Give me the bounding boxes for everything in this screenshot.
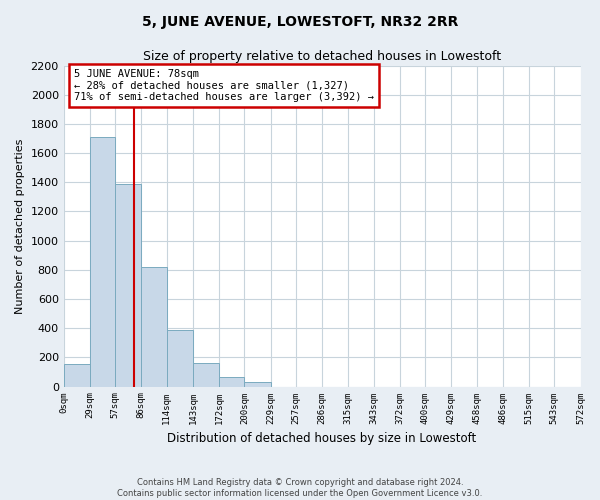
Text: Contains HM Land Registry data © Crown copyright and database right 2024.
Contai: Contains HM Land Registry data © Crown c… (118, 478, 482, 498)
Bar (115, 184, 142, 386)
Bar (244, 382, 271, 386)
Bar (167, 330, 193, 386)
Title: Size of property relative to detached houses in Lowestoft: Size of property relative to detached ho… (143, 50, 501, 63)
Bar (64, 364, 90, 386)
Y-axis label: Number of detached properties: Number of detached properties (15, 138, 25, 314)
Bar (90, 137, 115, 386)
Text: 5 JUNE AVENUE: 78sqm
← 28% of detached houses are smaller (1,327)
71% of semi-de: 5 JUNE AVENUE: 78sqm ← 28% of detached h… (74, 69, 374, 102)
Bar (219, 377, 244, 386)
Text: 5, JUNE AVENUE, LOWESTOFT, NR32 2RR: 5, JUNE AVENUE, LOWESTOFT, NR32 2RR (142, 15, 458, 29)
Bar (193, 363, 219, 386)
X-axis label: Distribution of detached houses by size in Lowestoft: Distribution of detached houses by size … (167, 432, 477, 445)
Bar (142, 267, 167, 386)
